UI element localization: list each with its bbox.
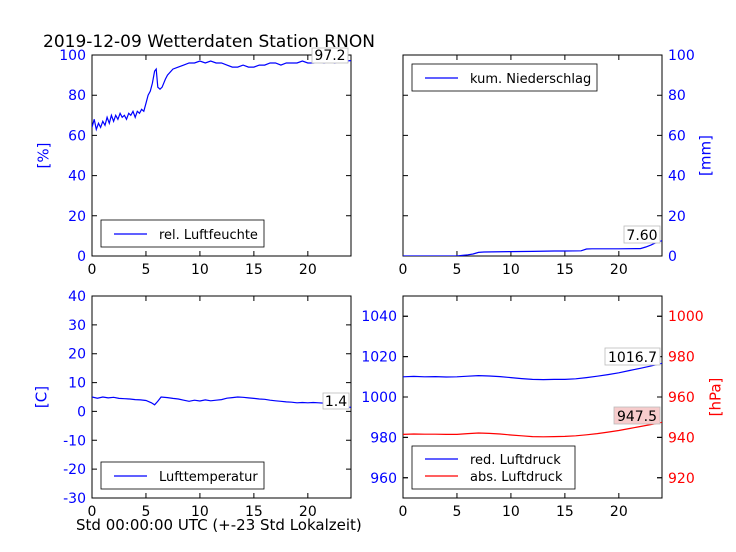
series-line-rel-luftfeuchte <box>92 60 351 132</box>
series-line-abs-luftdruck <box>403 421 662 438</box>
y-tick-label-right: 20 <box>668 209 686 225</box>
y-tick-label: -30 <box>63 491 86 507</box>
y-tick-label: 10 <box>68 376 86 392</box>
y-tick-label: 40 <box>68 169 86 185</box>
x-tick-label: 10 <box>502 262 520 278</box>
y-tick-label: 980 <box>370 430 397 446</box>
y-tick-label-right: 960 <box>668 390 695 406</box>
x-tick-label: 10 <box>502 504 520 520</box>
legend-label: kum. Niederschlag <box>470 72 591 87</box>
value-annotation: 7.60 <box>626 228 657 244</box>
y-tick-label: -10 <box>63 433 86 449</box>
x-tick-label: 5 <box>141 262 150 278</box>
y-tick-label-right: 60 <box>668 128 686 144</box>
x-tick-label: 0 <box>399 262 408 278</box>
y-tick-label: 80 <box>68 88 86 104</box>
y-tick-label: -20 <box>63 462 86 478</box>
x-tick-label: 20 <box>299 262 317 278</box>
y-tick-label: 20 <box>68 209 86 225</box>
y-tick-label: 0 <box>77 404 86 420</box>
y-tick-label-right: 80 <box>668 88 686 104</box>
y-tick-label-right: 100 <box>668 48 695 64</box>
value-annotation-box <box>613 406 661 425</box>
legend-label: red. Luftdruck <box>470 453 561 468</box>
y-tick-label: 1040 <box>361 309 397 325</box>
x-tick-label: 15 <box>245 262 263 278</box>
y-tick-label: 1000 <box>361 390 397 406</box>
value-annotation: 1.4 <box>325 394 347 410</box>
x-tick-label: 10 <box>191 504 209 520</box>
y-tick-label: 60 <box>68 128 86 144</box>
y-tick-label: 960 <box>370 471 397 487</box>
panel-top-right <box>402 54 663 257</box>
y-tick-label-right: 920 <box>668 471 695 487</box>
legend-box <box>411 445 576 490</box>
value-annotation-box <box>322 392 350 410</box>
y-tick-label: 30 <box>68 318 86 334</box>
y-axis-label: [C] <box>33 386 51 408</box>
x-tick-label: 0 <box>88 504 97 520</box>
x-tick-label: 15 <box>556 262 574 278</box>
y-axis-label: [mm] <box>697 135 715 176</box>
value-annotation-box <box>311 47 349 64</box>
value-annotation-box <box>604 347 661 366</box>
panel-bottom-right <box>402 295 663 499</box>
y-axis-label: [%] <box>35 143 53 169</box>
y-tick-label-right: 40 <box>668 169 686 185</box>
x-tick-label: 20 <box>610 262 628 278</box>
y-tick-label-right: 980 <box>668 350 695 366</box>
x-tick-label: 5 <box>452 504 461 520</box>
value-annotation: 947.5 <box>617 409 657 425</box>
x-tick-label: 5 <box>141 504 150 520</box>
series-line-kum-niederschlag <box>403 240 662 256</box>
x-tick-label: 20 <box>610 504 628 520</box>
y-tick-label: 100 <box>59 48 86 64</box>
value-annotation: 1016.7 <box>608 350 657 366</box>
x-tick-label: 15 <box>556 504 574 520</box>
x-tick-label: 15 <box>245 504 263 520</box>
figure-title: 2019-12-09 Wetterdaten Station RNON <box>43 32 375 52</box>
series-line-lufttemperatur <box>92 396 351 408</box>
x-tick-label: 5 <box>452 262 461 278</box>
value-annotation: 97.2 <box>314 48 345 64</box>
y-tick-label: 20 <box>68 347 86 363</box>
legend-label: rel. Luftfeuchte <box>159 228 258 243</box>
series-line-red-luftdruck <box>403 362 662 381</box>
legend-label: abs. Luftdruck <box>470 470 563 485</box>
y-tick-label: 1020 <box>361 350 397 366</box>
panel-top-left <box>91 47 352 257</box>
y-tick-label: 0 <box>77 249 86 265</box>
y-tick-label-right: 0 <box>668 249 677 265</box>
x-axis-caption: Std 00:00:00 UTC (+-23 Std Lokalzeit) <box>76 516 362 534</box>
x-tick-label: 0 <box>88 262 97 278</box>
y-tick-label-right: 940 <box>668 430 695 446</box>
value-annotation-box <box>623 225 661 244</box>
y-tick-label: 40 <box>68 289 86 305</box>
x-tick-label: 20 <box>299 504 317 520</box>
y-axis-label-right: [hPa] <box>707 378 725 417</box>
x-tick-label: 10 <box>191 262 209 278</box>
y-tick-label-right: 1000 <box>668 309 704 325</box>
x-tick-label: 0 <box>399 504 408 520</box>
panel-bottom-left <box>91 295 352 499</box>
legend-label: Lufttemperatur <box>159 470 258 485</box>
